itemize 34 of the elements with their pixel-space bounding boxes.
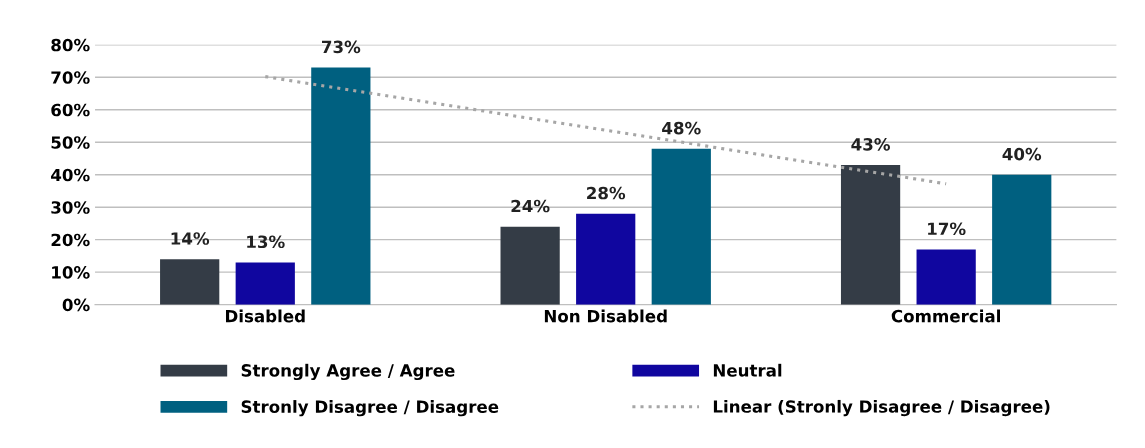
y-tick-label: 70%: [51, 71, 90, 84]
data-label: 43%: [851, 138, 890, 151]
y-tick-label: 0%: [62, 298, 90, 312]
data-label: 17%: [928, 222, 966, 236]
bar: [500, 226, 560, 305]
legend-label: Neutral: [713, 363, 782, 377]
y-tick-label: 10%: [52, 266, 90, 279]
data-label: 73%: [322, 40, 361, 54]
x-tick-label: Non Disabled: [544, 309, 667, 323]
bar: [840, 164, 901, 305]
bar: [916, 249, 976, 305]
data-label: 28%: [587, 186, 626, 200]
bar: [576, 213, 636, 305]
y-tick-label: 30%: [51, 201, 90, 214]
x-tick-label: Commercial: [891, 309, 1000, 323]
data-label: 14%: [171, 232, 210, 245]
data-label: 48%: [662, 121, 701, 135]
bar: [235, 262, 295, 305]
y-tick-label: 50%: [51, 136, 90, 149]
bar: [311, 67, 371, 305]
bar: [160, 259, 220, 305]
legend-label: Strongly Agree / Agree: [241, 363, 455, 381]
data-label: 13%: [247, 235, 285, 249]
y-tick-label: 60%: [51, 103, 90, 117]
legend-label: Stronly Disagree / Disagree: [241, 400, 499, 417]
y-tick-label: 40%: [51, 168, 90, 182]
x-tick-label: Disabled: [225, 309, 305, 323]
y-tick-label: 80%: [51, 38, 90, 52]
bar: [992, 174, 1052, 305]
bar: [651, 148, 711, 305]
data-label: 40%: [1002, 147, 1042, 161]
y-tick-label: 20%: [51, 233, 90, 247]
legend-label: Linear (Stronly Disagree / Disagree): [713, 399, 1050, 417]
data-label: 24%: [511, 199, 550, 213]
